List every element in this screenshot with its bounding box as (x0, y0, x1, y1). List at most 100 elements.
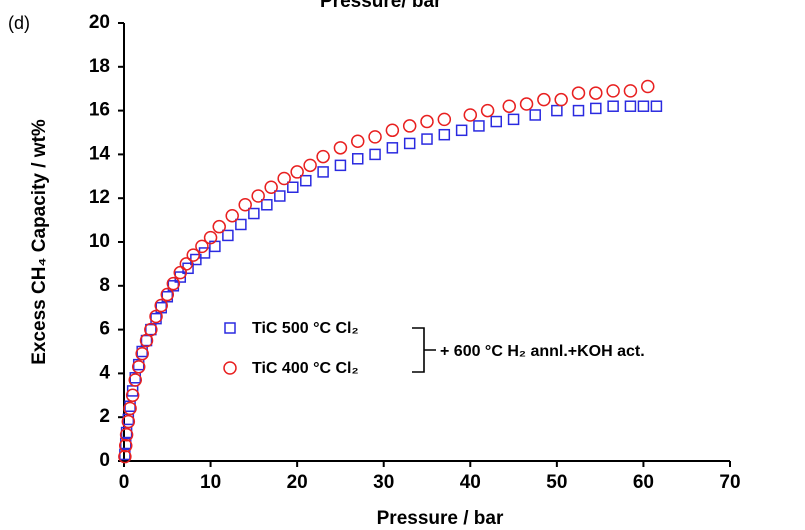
y-tick-label: 0 (99, 450, 110, 471)
y-tick-label: 16 (89, 100, 110, 121)
point (128, 373, 143, 387)
point (274, 190, 286, 202)
point (351, 153, 364, 165)
top-label: Pressure/ bar (320, 0, 442, 12)
x-tick-label: 0 (119, 472, 130, 493)
point (251, 189, 265, 203)
x-tick-label: 70 (719, 472, 740, 493)
point (473, 120, 485, 132)
x-tick-label: 40 (460, 472, 481, 493)
point (420, 114, 434, 129)
point (166, 276, 181, 291)
point (572, 104, 585, 117)
point (529, 109, 541, 121)
point (119, 427, 134, 442)
point (519, 97, 534, 111)
point (507, 113, 520, 126)
point (333, 141, 348, 155)
y-tick-label: 12 (89, 187, 110, 208)
point (300, 174, 312, 187)
point (624, 100, 637, 112)
y-tick-label: 10 (89, 231, 110, 252)
point (118, 449, 132, 464)
x-tick-label: 20 (287, 472, 308, 493)
annotation: + 600 °C H₂ annl.+KOH act. (440, 343, 645, 360)
point (554, 92, 568, 107)
point (125, 388, 140, 403)
y-tick-label: 14 (89, 143, 111, 164)
point (368, 130, 382, 144)
point (135, 346, 149, 361)
point (118, 438, 133, 453)
point (160, 287, 175, 302)
point (186, 248, 201, 262)
point (316, 149, 330, 164)
point (317, 166, 329, 178)
y-tick-label: 4 (99, 362, 110, 383)
point (212, 219, 226, 234)
point (290, 165, 304, 179)
legend-marker (223, 361, 237, 375)
point (590, 102, 602, 115)
point (369, 148, 381, 161)
point (551, 104, 563, 117)
point (623, 84, 638, 98)
point (121, 414, 136, 429)
point (203, 230, 218, 245)
point (606, 84, 620, 98)
x-axis-title: Pressure / bar (377, 508, 504, 529)
point (402, 119, 417, 133)
point (149, 309, 163, 324)
point (144, 322, 158, 337)
point (641, 79, 655, 94)
point (480, 103, 495, 118)
point (386, 142, 399, 154)
point (277, 171, 291, 186)
point (140, 334, 153, 347)
point (261, 199, 273, 211)
point (195, 239, 209, 254)
point (421, 133, 433, 145)
point (438, 128, 451, 141)
x-tick-label: 50 (546, 472, 567, 493)
legend-bracket (412, 327, 436, 373)
y-tick-label: 6 (99, 319, 110, 340)
y-tick-label: 18 (89, 56, 110, 77)
point (225, 208, 239, 223)
point (589, 86, 603, 100)
legend-label: TiC 500 °C Cl₂ (252, 320, 359, 337)
point (154, 298, 168, 313)
x-tick-label: 10 (200, 472, 221, 493)
point (303, 158, 317, 173)
x-tick-label: 60 (633, 472, 654, 493)
y-tick-label: 20 (89, 12, 110, 33)
point (571, 86, 586, 100)
point (287, 181, 299, 193)
point (334, 159, 347, 172)
point (350, 134, 365, 149)
y-axis-title: Excess CH₄ Capacity / wt% (29, 119, 50, 365)
point (607, 100, 619, 112)
point (123, 401, 137, 416)
point (238, 198, 252, 212)
point (131, 360, 146, 374)
point (235, 218, 247, 231)
point (222, 229, 234, 242)
point (139, 333, 154, 348)
y-tick-label: 8 (99, 275, 110, 296)
point (437, 112, 452, 127)
point (502, 99, 516, 113)
point (463, 108, 478, 122)
x-tick-label: 30 (373, 472, 394, 493)
legend-label: TiC 400 °C Cl₂ (252, 360, 359, 377)
y-tick-label: 2 (99, 406, 110, 427)
point (264, 180, 278, 194)
point (537, 92, 551, 107)
point (490, 115, 503, 128)
point (248, 207, 260, 220)
point (650, 100, 663, 112)
legend-marker (224, 322, 236, 334)
point (637, 100, 650, 112)
point (385, 123, 400, 138)
